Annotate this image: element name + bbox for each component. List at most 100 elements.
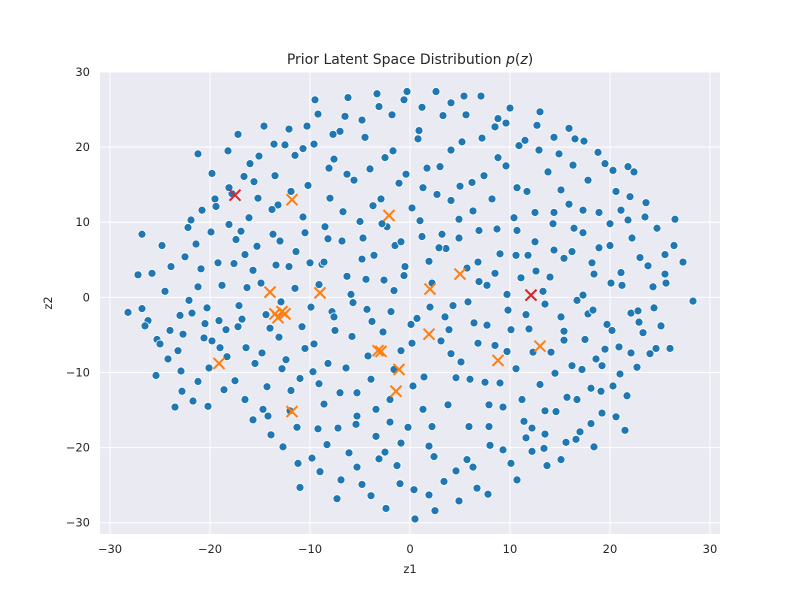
data-point [284,262,294,271]
data-point [629,167,639,177]
data-point [409,485,419,495]
data-point [538,286,548,296]
x-axis-ticks: −30 −20 −10 0 10 20 30 [98,542,717,556]
data-point [484,422,494,431]
data-point [438,111,448,120]
data-point [543,167,553,177]
orange-x-marker [313,286,327,300]
data-point [648,282,658,292]
data-point [286,386,296,395]
data-point [392,461,402,471]
data-point [401,169,411,179]
data-point [511,250,521,260]
data-point [522,187,532,196]
data-point [367,317,377,326]
data-point [523,250,533,260]
data-point [549,245,559,255]
orange-x-marker [392,363,406,376]
data-point [403,422,413,432]
data-point [278,442,288,452]
data-point [479,171,489,181]
data-point [249,177,259,187]
data-point [155,339,165,349]
data-point [313,424,323,434]
data-point [295,483,305,492]
data-point [230,376,240,386]
orange-x-marker [533,339,547,353]
data-point [627,233,637,243]
data-point [586,383,596,393]
data-point [501,118,511,128]
data-point [385,395,395,404]
data-point [274,332,284,342]
data-point [459,91,469,101]
data-point [219,385,229,395]
data-point [506,458,516,468]
data-point [137,229,147,239]
data-point [298,212,308,222]
data-point [406,320,416,329]
data-point [670,214,680,224]
data-point [607,326,617,335]
x-tick-label: 30 [703,542,718,556]
data-point [606,278,616,288]
data-point [197,205,207,215]
data-point [569,223,579,233]
data-point [330,326,340,335]
data-point [284,124,294,134]
data-point [336,475,346,485]
data-point [417,232,427,241]
data-point [290,283,300,293]
data-point [635,253,645,262]
data-point [325,193,335,203]
data-point [250,359,260,368]
data-point [451,466,461,476]
data-point [389,286,399,296]
orange-x-marker [491,354,505,367]
data-point [688,296,698,306]
data-point [170,402,180,412]
data-point [415,216,425,226]
data-point [623,162,633,172]
data-point [594,208,604,217]
data-point [263,411,273,421]
data-point [253,193,263,203]
data-point [348,298,358,308]
data-point [454,214,464,224]
data-point [328,129,338,139]
data-point [531,266,541,276]
data-point [473,257,483,267]
y-tick-label: −10 [66,365,90,379]
data-point [324,163,334,173]
data-point [649,303,659,313]
data-point [202,303,212,313]
data-point [556,312,566,322]
data-point [371,404,381,414]
data-point [643,261,653,271]
data-point [514,141,524,151]
data-point [298,144,308,154]
data-point [217,280,227,290]
data-point [594,243,604,253]
data-point [472,483,482,493]
data-point [237,314,247,324]
data-point [357,254,367,264]
data-point [342,271,352,281]
data-point [380,447,390,457]
data-point [231,235,241,244]
data-point [305,258,315,268]
data-point [203,401,213,411]
data-point [157,241,167,250]
data-point [379,275,389,285]
data-point [206,227,216,237]
data-point [245,159,255,169]
data-point [385,417,395,427]
data-point [418,183,428,193]
y-tick-label: 0 [83,290,90,304]
data-point [485,440,495,450]
data-point [545,272,555,282]
data-point [256,278,266,288]
data-point [498,445,508,455]
orange-x-marker [422,327,436,341]
data-point [292,422,302,432]
